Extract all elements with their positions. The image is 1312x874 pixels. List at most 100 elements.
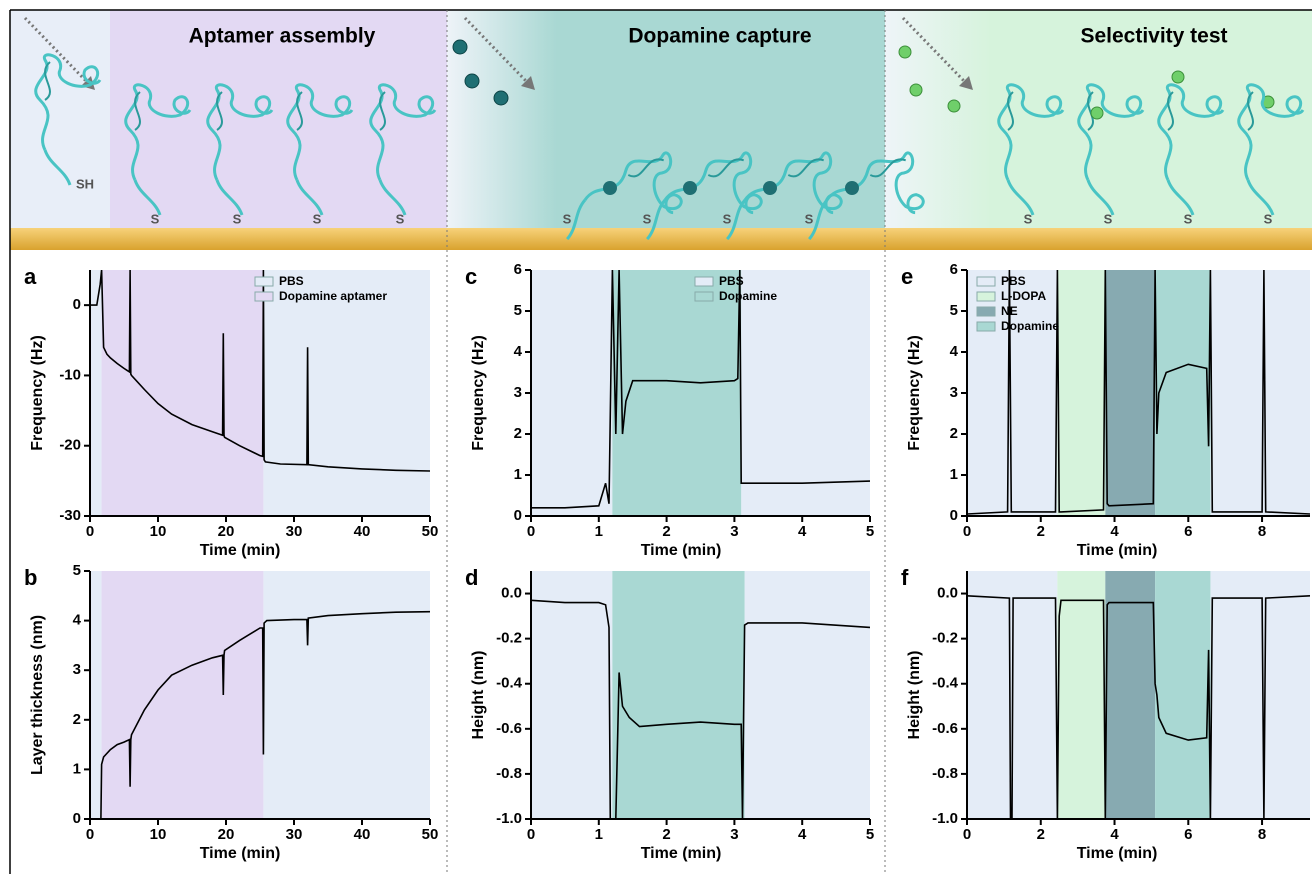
x-tick-label: 5 <box>866 826 874 843</box>
x-tick-label: 2 <box>1037 523 1045 540</box>
x-tick-label: 40 <box>354 523 371 540</box>
region <box>612 571 745 819</box>
y-tick-label: 6 <box>514 261 522 278</box>
x-tick-label: 30 <box>286 826 303 843</box>
panel-label: b <box>24 565 37 590</box>
aptamer <box>1157 83 1225 216</box>
strand <box>44 61 51 101</box>
aptamer <box>1077 83 1145 216</box>
y-tick-label: -1.0 <box>496 810 522 827</box>
legend-label: PBS <box>1001 274 1026 288</box>
sulfur-label: S <box>723 211 732 226</box>
panel-label: f <box>901 565 909 590</box>
aptamer <box>646 151 763 241</box>
panel-label: d <box>465 565 478 590</box>
region <box>531 270 613 516</box>
dopamine-background <box>447 10 885 228</box>
region <box>101 571 264 819</box>
data-line <box>967 270 1310 515</box>
y-tick-label: -0.8 <box>496 765 522 782</box>
region <box>90 571 102 819</box>
y-tick-label: -0.8 <box>932 765 958 782</box>
x-tick-label: 50 <box>422 826 439 843</box>
y-tick-label: -0.4 <box>496 675 523 692</box>
y-tick-label: 2 <box>514 425 522 442</box>
aptamer <box>286 83 354 216</box>
strand <box>869 158 907 178</box>
y-tick-label: 2 <box>73 711 81 728</box>
bound-dopamine <box>683 181 697 195</box>
aptamer <box>369 83 437 216</box>
y-tick-label: 0 <box>73 810 81 827</box>
data-line <box>967 595 1310 819</box>
tail <box>215 179 244 216</box>
y-tick-label: 3 <box>73 661 81 678</box>
sulfur-label: S <box>1024 211 1033 226</box>
legend-label: L-DOPA <box>1001 289 1046 303</box>
x-tick-label: 4 <box>1110 523 1119 540</box>
data-line <box>100 610 430 819</box>
bound-dopamine <box>603 181 617 195</box>
pbs-background <box>10 10 110 228</box>
strand <box>286 83 354 181</box>
strand <box>997 83 1065 181</box>
region <box>1057 270 1106 516</box>
strand <box>124 83 192 181</box>
sulfur-label: S <box>1104 211 1113 226</box>
section-title: Aptamer assembly <box>189 25 376 48</box>
data-line <box>90 270 430 472</box>
y-tick-label: 1 <box>950 466 958 483</box>
sulfur-label: S <box>643 211 652 226</box>
sulfur-label: S <box>563 211 572 226</box>
sulfur-label: S <box>313 211 322 226</box>
sulfur-label: S <box>233 211 242 226</box>
y-tick-label: -10 <box>59 366 81 383</box>
region <box>1155 571 1211 819</box>
x-tick-label: 10 <box>150 826 167 843</box>
y-axis-label: Height (nm) <box>906 651 923 740</box>
legend-swatch <box>254 291 274 302</box>
illustration: SH S S S S S S S S S S S S <box>23 16 1305 241</box>
region <box>1105 270 1156 516</box>
thiol-label: SH <box>76 176 94 191</box>
y-tick-label: -0.2 <box>496 630 522 647</box>
tail <box>133 179 162 216</box>
x-tick-label: 2 <box>662 523 670 540</box>
strand <box>627 158 665 178</box>
y-tick-label: 2 <box>950 425 958 442</box>
y-axis-label: Layer thickness (nm) <box>29 615 46 775</box>
tail <box>1246 179 1275 216</box>
x-tick-label: 4 <box>1110 826 1119 843</box>
x-tick-label: 20 <box>218 523 235 540</box>
legend-swatch <box>694 291 714 302</box>
y-tick-label: -0.6 <box>496 720 522 737</box>
sulfur-label: S <box>805 211 814 226</box>
interferent-molecule <box>1171 70 1185 84</box>
sulfur-label: S <box>1264 211 1273 226</box>
strand <box>787 158 825 178</box>
strand <box>134 91 141 131</box>
legend-swatch <box>976 321 996 332</box>
x-tick-label: 10 <box>150 523 167 540</box>
x-axis-label: Time (min) <box>200 845 281 862</box>
strand <box>1247 91 1254 131</box>
aptamer <box>566 151 683 241</box>
y-tick-label: 5 <box>514 302 522 319</box>
region <box>1105 571 1156 819</box>
aptamer <box>808 151 925 241</box>
dopamine-molecule <box>493 90 509 106</box>
x-tick-label: 0 <box>86 826 94 843</box>
y-axis-label: Height (nm) <box>470 651 487 740</box>
region <box>263 571 430 819</box>
strand <box>379 91 386 131</box>
strand <box>206 83 274 181</box>
region <box>741 270 870 516</box>
y-tick-label: 1 <box>514 466 522 483</box>
interferent-molecule <box>1090 106 1104 120</box>
strand <box>707 158 745 178</box>
y-tick-label: 4 <box>950 343 959 360</box>
x-tick-label: 5 <box>866 523 874 540</box>
interferent-molecule <box>947 99 961 113</box>
legend-label: Dopamine <box>719 289 777 303</box>
legend-swatch <box>694 276 714 287</box>
